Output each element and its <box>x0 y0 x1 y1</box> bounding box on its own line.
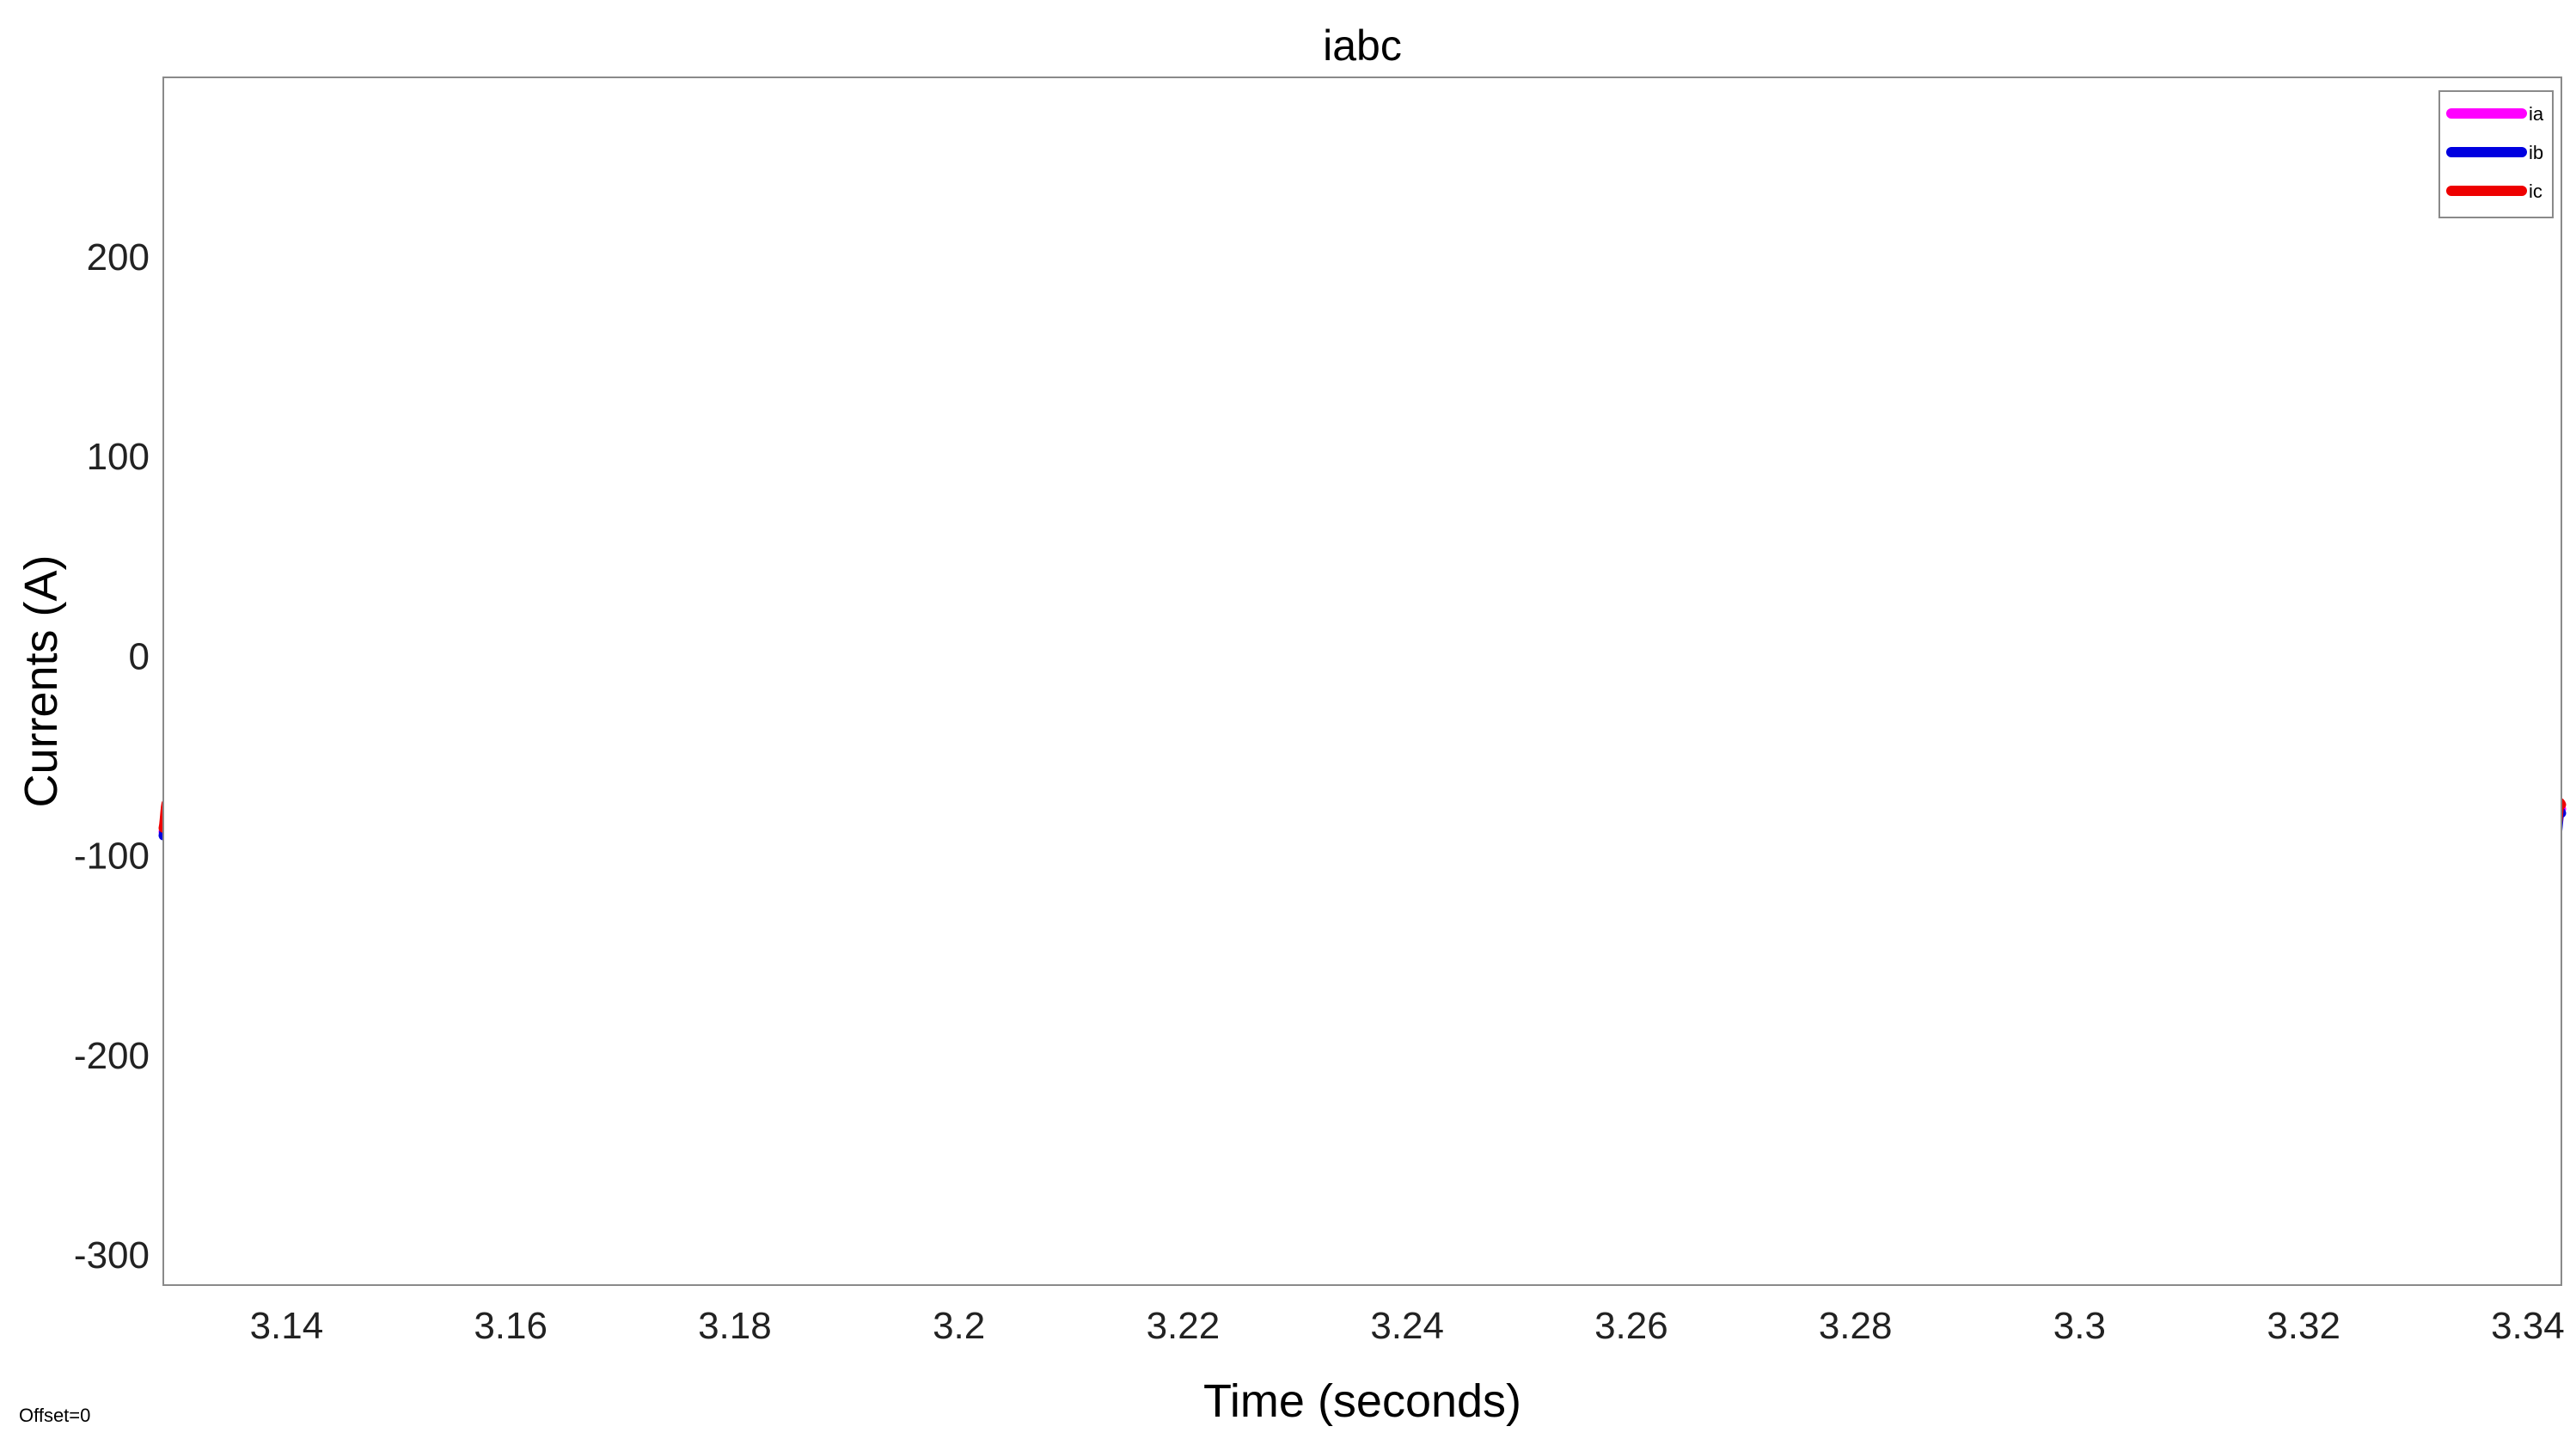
y-tick-label: 200 <box>87 236 150 279</box>
x-tick-label: 3.34 <box>2491 1305 2565 1347</box>
axis-ticks: 3.14 3.16 3.18 3.2 3.22 3.24 3.26 3.28 3.3 3.32 3.… <box>74 236 2565 1347</box>
legend-label-ib: ib <box>2529 142 2543 163</box>
y-tick-label: -200 <box>74 1035 150 1077</box>
x-tick-label: 3.14 <box>250 1305 324 1347</box>
y-tick-label: -100 <box>74 836 150 878</box>
offset-label: Offset=0 <box>19 1405 90 1426</box>
chart-title: iabc <box>1323 21 1402 70</box>
x-tick-label: 3.22 <box>1147 1305 1221 1347</box>
x-axis-label: Time (seconds) <box>1203 1375 1521 1427</box>
y-tick-label: 0 <box>129 635 150 677</box>
x-tick-label: 3.32 <box>2267 1305 2340 1347</box>
legend-label-ic: ic <box>2529 181 2542 202</box>
x-tick-label: 3.24 <box>1370 1305 1444 1347</box>
x-tick-label: 3.28 <box>1819 1305 1893 1347</box>
x-tick-label: 3.18 <box>698 1305 772 1347</box>
x-tick-label: 3.26 <box>1594 1305 1668 1347</box>
plot-area <box>162 77 2562 1286</box>
x-tick-label: 3.3 <box>2053 1305 2106 1347</box>
x-tick-label: 3.2 <box>933 1305 985 1347</box>
y-axis-label: Currents (A) <box>15 554 67 807</box>
y-tick-label: 100 <box>87 436 150 478</box>
y-tick-label: -300 <box>74 1234 150 1277</box>
legend: ia ib ic <box>2438 90 2554 218</box>
x-tick-label: 3.16 <box>474 1305 548 1347</box>
legend-label-ia: ia <box>2529 103 2544 125</box>
